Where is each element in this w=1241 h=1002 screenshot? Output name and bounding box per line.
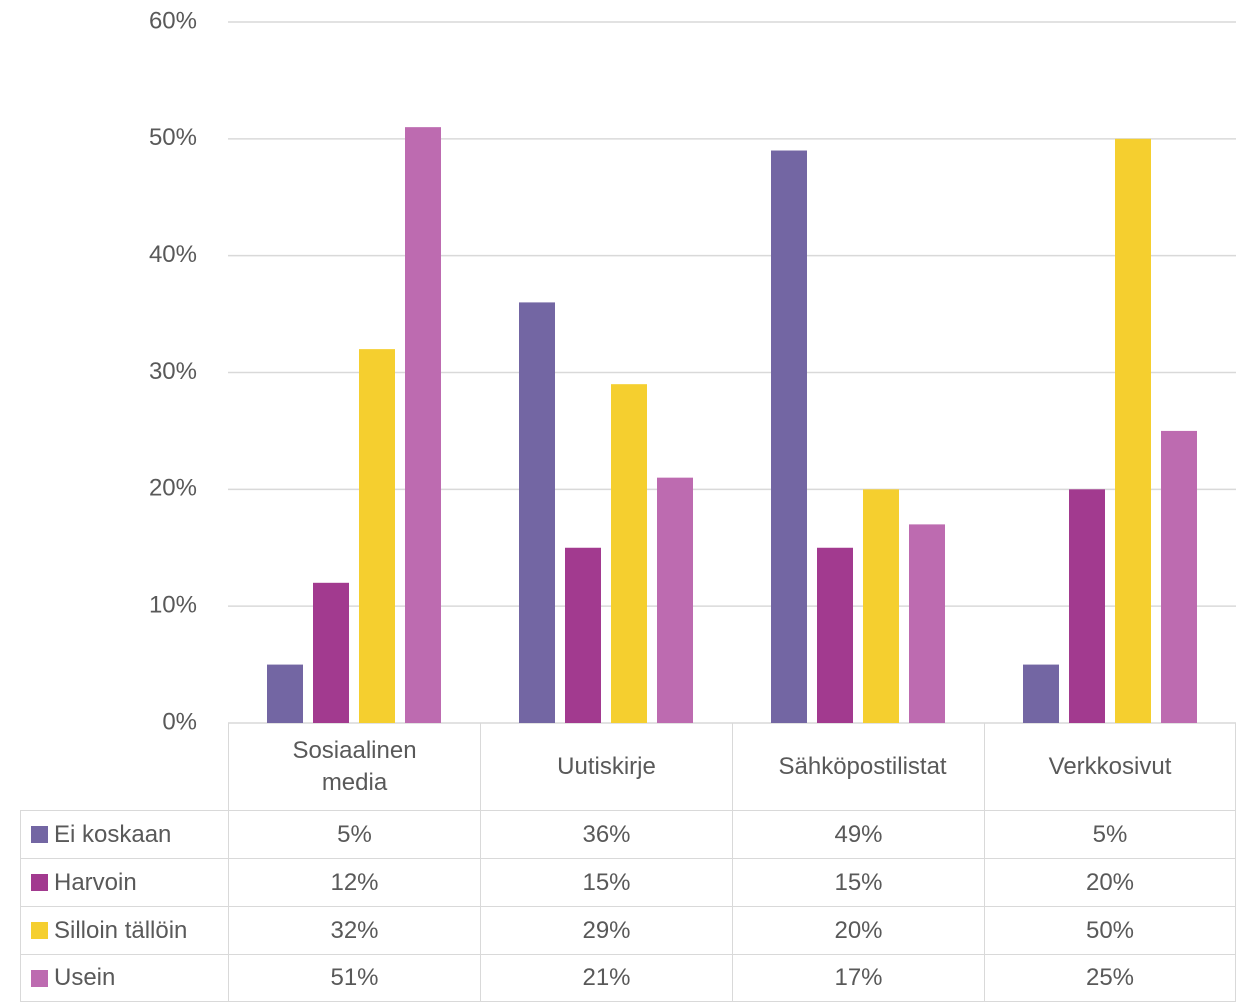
- cell-text: 36%: [582, 820, 631, 848]
- category-header: Uutiskirje: [480, 723, 732, 810]
- y-tick-label: 0%: [162, 708, 197, 735]
- bar: [313, 582, 349, 723]
- table-cell: 49%: [732, 810, 984, 858]
- table-cell: 12%: [228, 858, 480, 906]
- legend-key: [31, 826, 48, 843]
- table-cell: 5%: [228, 810, 480, 858]
- legend-label: Ei koskaan: [54, 820, 172, 848]
- table-cell: 36%: [480, 810, 732, 858]
- cell-text: 5%: [1092, 820, 1128, 848]
- table-cell: 20%: [984, 858, 1236, 906]
- table-cell: 5%: [984, 810, 1236, 858]
- cell-text: 20%: [834, 916, 883, 944]
- table-cell: 51%: [228, 954, 480, 1002]
- cell-text: 12%: [330, 868, 379, 896]
- legend-label: Usein: [54, 964, 116, 992]
- legend-cell: Silloin tällöin: [20, 906, 228, 954]
- cell-text: Uutiskirje: [557, 752, 656, 780]
- bar: [1115, 138, 1151, 724]
- cell-text: 21%: [582, 964, 631, 992]
- table-cell: 50%: [984, 906, 1236, 954]
- bar: [1161, 430, 1197, 723]
- legend-label: Harvoin: [54, 868, 137, 896]
- bar: [1069, 489, 1105, 723]
- bar: [519, 302, 555, 723]
- legend-label: Silloin tällöin: [54, 916, 188, 944]
- cell-text: 20%: [1085, 868, 1135, 896]
- bar: [863, 489, 899, 723]
- cell-text: 32%: [330, 916, 379, 944]
- cell-text: 17%: [834, 964, 883, 992]
- legend-key: [31, 874, 48, 891]
- category-header: Verkkosivut: [984, 723, 1236, 810]
- bar: [817, 547, 853, 723]
- table-cell: 15%: [732, 858, 984, 906]
- cell-text: 51%: [330, 964, 379, 992]
- cell-text: 50%: [1085, 916, 1135, 944]
- y-tick-label: 30%: [149, 358, 197, 385]
- y-tick-label: 10%: [149, 592, 197, 619]
- table-cell: 17%: [732, 954, 984, 1002]
- y-tick-label: 40%: [149, 241, 197, 268]
- table-cell: 20%: [732, 906, 984, 954]
- legend-cell: Harvoin: [20, 858, 228, 906]
- table-cell: 15%: [480, 858, 732, 906]
- table-cell: 25%: [984, 954, 1236, 1002]
- bar: [267, 664, 303, 723]
- cell-text: 5%: [337, 820, 372, 848]
- bar: [405, 127, 441, 723]
- cell-text: Verkkosivut: [1048, 752, 1172, 780]
- bar: [771, 150, 807, 723]
- cell-text: 15%: [834, 868, 883, 896]
- bar: [359, 349, 395, 723]
- legend-key: [31, 969, 48, 987]
- table-cell: 29%: [480, 906, 732, 954]
- legend-cell: Usein: [20, 954, 228, 1002]
- bar: [1023, 664, 1059, 723]
- cell-text: Sosiaalinen media: [292, 737, 417, 796]
- y-tick-label: 50%: [149, 124, 197, 151]
- category-header: Sosiaalinen media: [228, 723, 480, 810]
- category-header: Sähköpostilistat: [732, 723, 984, 810]
- legend-cell: Ei koskaan: [20, 810, 228, 858]
- bar: [565, 547, 601, 723]
- cell-text: Sähköpostilistat: [778, 752, 947, 780]
- bar: [909, 524, 945, 723]
- legend-key: [31, 922, 48, 939]
- cell-text: 49%: [834, 820, 883, 848]
- y-tick-label: 60%: [149, 7, 197, 34]
- table-cell: 32%: [228, 906, 480, 954]
- bar: [611, 384, 647, 723]
- y-tick-label: 20%: [149, 475, 197, 502]
- cell-text: 15%: [582, 868, 631, 896]
- cell-text: 29%: [582, 916, 631, 944]
- cell-text: 25%: [1085, 964, 1135, 992]
- table-cell: 21%: [480, 954, 732, 1002]
- bar: [657, 477, 693, 723]
